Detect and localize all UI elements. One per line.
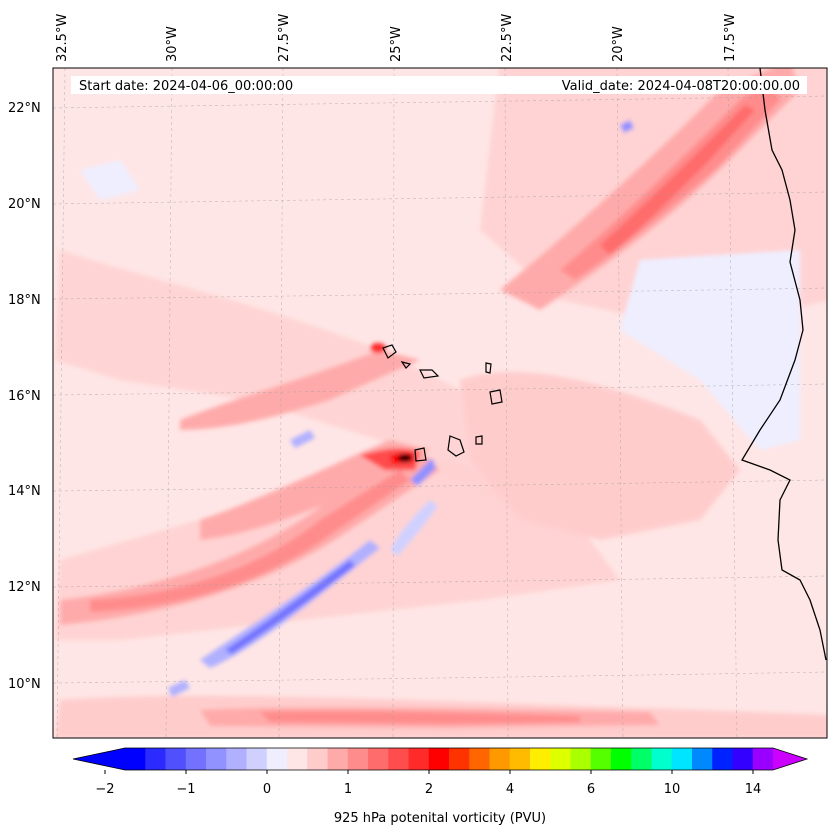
colorbar-swatch — [449, 748, 470, 770]
lon-label: 27.5°W — [277, 14, 292, 62]
map-frame — [52, 67, 828, 739]
lat-label: 18°N — [8, 293, 41, 308]
colorbar-outline — [72, 747, 809, 771]
colorbar-swatch — [388, 748, 409, 770]
colorbar-swatch — [287, 748, 308, 770]
cape-verde-islands — [382, 344, 503, 462]
colorbar-swatch — [226, 748, 247, 770]
colorbar-swatch — [631, 748, 652, 770]
colorbar — [72, 747, 809, 774]
colorbar-swatch — [145, 748, 166, 770]
colorbar-tick-label: −1 — [176, 782, 195, 797]
colorbar-swatch — [165, 748, 187, 770]
colorbar-ticks: −2 −1 0 1 2 4 6 10 14 — [95, 782, 761, 797]
colorbar-swatch — [428, 748, 450, 770]
colorbar-swatch — [327, 748, 349, 770]
lon-label: 30°W — [165, 26, 180, 62]
colorbar-swatch — [489, 748, 511, 770]
valid-date-label: Valid_date: 2024-04-08T20:00:00.00 — [562, 79, 800, 94]
colorbar-label: 925 hPa potenital vorticity (PVU) — [334, 811, 546, 826]
colorbar-swatch — [347, 748, 369, 770]
lon-labels: 32.5°W 30°W 27.5°W 25°W 22.5°W 20°W 17.5… — [55, 14, 738, 62]
colorbar-swatch — [671, 748, 693, 770]
lat-label: 10°N — [8, 677, 41, 692]
lat-label: 20°N — [8, 197, 41, 212]
africa-coastline — [741, 68, 827, 661]
lat-label: 12°N — [8, 580, 41, 595]
colorbar-tick-label: 4 — [506, 782, 514, 797]
colorbar-swatch — [530, 748, 551, 770]
colorbar-swatch — [266, 748, 288, 770]
colorbar-swatch — [732, 748, 754, 770]
colorbar-swatch — [611, 748, 632, 770]
pv-contours — [55, 68, 827, 738]
colorbar-tick-label: 2 — [425, 782, 433, 797]
colorbar-swatch — [408, 748, 430, 770]
info-bar — [71, 76, 807, 94]
start-date-label: Start date: 2024-04-06_00:00:00 — [79, 79, 293, 94]
lon-label: 17.5°W — [723, 14, 738, 62]
colorbar-under-arrow — [73, 748, 125, 770]
lon-label: 22.5°W — [500, 14, 515, 62]
map-panel — [53, 68, 827, 738]
colorbar-swatch — [692, 748, 713, 770]
lon-label: 25°W — [389, 26, 404, 62]
colorbar-swatch — [246, 748, 268, 770]
colorbar-swatch — [570, 748, 592, 770]
lat-label: 22°N — [8, 101, 41, 116]
colorbar-swatch — [307, 748, 328, 770]
colorbar-swatch — [185, 748, 207, 770]
colorbar-tick-label: 10 — [664, 782, 681, 797]
colorbar-tick-label: 1 — [344, 782, 352, 797]
colorbar-tick-label: 14 — [745, 782, 762, 797]
colorbar-swatch — [651, 748, 673, 770]
lat-label: 14°N — [8, 484, 41, 499]
colorbar-swatch — [509, 748, 531, 770]
colorbar-swatch — [712, 748, 733, 770]
colorbar-swatch — [752, 748, 774, 770]
lon-label: 32.5°W — [55, 14, 70, 62]
colorbar-swatch — [368, 748, 389, 770]
colorbar-swatch — [469, 748, 490, 770]
colorbar-swatch — [206, 748, 227, 770]
colorbar-swatch — [590, 748, 612, 770]
lat-labels: 22°N 20°N 18°N 16°N 14°N 12°N 10°N — [8, 101, 41, 692]
lat-label: 16°N — [8, 389, 41, 404]
colorbar-swatch — [125, 748, 146, 770]
colorbar-over-arrow — [773, 748, 807, 770]
colorbar-swatch — [550, 748, 571, 770]
colorbar-tick-label: −2 — [95, 782, 114, 797]
colorbar-tick-label: 0 — [263, 782, 271, 797]
lon-label: 20°W — [611, 26, 626, 62]
graticule — [53, 68, 827, 738]
colorbar-tick-label: 6 — [587, 782, 595, 797]
